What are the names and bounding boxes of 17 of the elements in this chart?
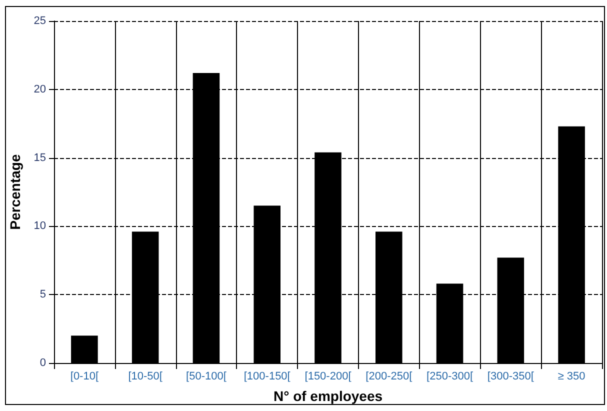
- y-tick-label: 20: [34, 83, 46, 96]
- x-tick-label: [150-200[: [304, 370, 352, 382]
- x-tick-label: [100-150[: [244, 370, 290, 382]
- y-tick-label: 5: [40, 288, 46, 301]
- y-tick-label: 25: [34, 15, 46, 27]
- x-tick-label: [200-250[: [366, 370, 412, 382]
- x-tick-label: ≥ 350: [558, 370, 586, 382]
- y-tick-label: 0: [40, 357, 46, 369]
- y-axis-title: Percentage: [7, 154, 23, 230]
- y-tick-label: 15: [34, 152, 46, 164]
- x-tick-label: [250-300[: [426, 370, 474, 382]
- x-tick-label: [300-350[: [487, 370, 534, 382]
- y-tick-label: 10: [34, 220, 46, 232]
- x-tick-label: [50-100[: [186, 370, 226, 382]
- x-axis-title: N° of employees: [273, 388, 383, 404]
- x-tick-label: [0-10[: [70, 370, 99, 382]
- x-tick-label: [10-50[: [128, 370, 162, 382]
